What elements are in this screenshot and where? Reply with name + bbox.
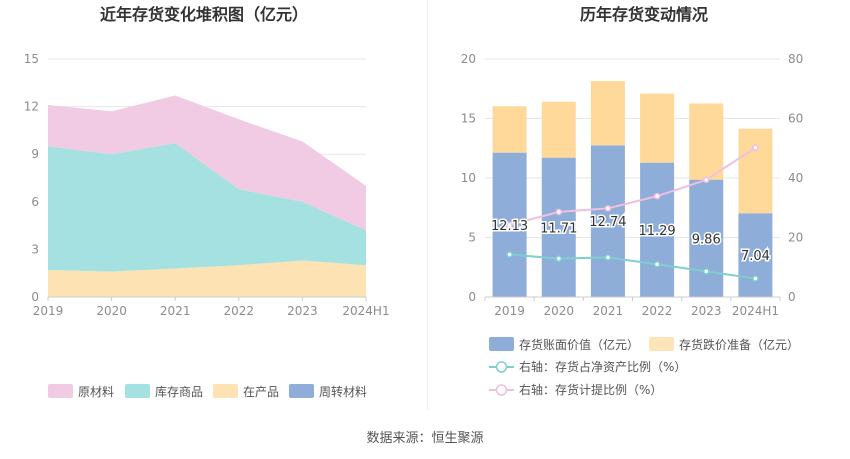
left-y-tick-label: 15: [24, 52, 39, 66]
point-右轴：存货计提比例（%）: [604, 205, 612, 212]
legend-swatch-在产品: [213, 384, 238, 398]
legend-marker-右轴：存货计提比例（%）: [495, 384, 508, 396]
panel-divider: [427, 0, 428, 410]
left-y-tick-label: 12: [24, 100, 39, 114]
right-y-tick-label: 15: [461, 112, 476, 126]
left-axis: 0 3 6 9 12 15 2019 2020 2021 2022 2023 2024H1: [24, 52, 390, 318]
legend-swatch-存货跌价准备（亿元）: [649, 337, 674, 351]
bar-存货账面价值（亿元）: [738, 213, 773, 297]
bar-存货跌价准备（亿元）: [590, 81, 625, 146]
bar-value-label: 7.04: [741, 249, 770, 264]
right-legend: 存货账面价值（亿元） 存货跌价准备（亿元） 右轴：存货占净资产比例（%） 右轴：存货计…: [489, 337, 799, 397]
left-y-tick-label: 3: [31, 242, 39, 256]
legend-swatch-存货账面价值（亿元）: [489, 337, 514, 351]
right-y2-tick-label: 80: [788, 52, 803, 66]
bar-value-label: 9.86: [692, 232, 721, 247]
point-右轴：存货计提比例（%）: [653, 192, 661, 200]
right-x-tick-label: 2021: [593, 304, 624, 318]
bar-存货跌价准备（亿元）: [541, 101, 576, 158]
right-y2-tick-label: 60: [788, 112, 803, 126]
right-y2-tick-label: 20: [788, 231, 803, 245]
left-y-tick-label: 6: [31, 195, 39, 209]
legend-marker-右轴：存货占净资产比例（%）: [495, 361, 508, 373]
right-x-tick-label: 2019: [494, 304, 525, 318]
legend-label-右轴：存货占净资产比例（%）: 右轴：存货占净资产比例（%）: [519, 359, 686, 374]
left-x-tick-label: 2019: [33, 304, 64, 318]
bar-存货账面价值（亿元）: [640, 162, 675, 297]
right-line-series: [506, 144, 759, 282]
point-右轴：存货占净资产比例（%）: [653, 261, 661, 268]
legend-swatch-库存商品: [125, 384, 150, 398]
bar-存货跌价准备（亿元）: [689, 103, 724, 180]
right-y2-tick-label: 40: [788, 171, 803, 185]
right-bar-labels: 12.13 11.71 12.74 11.29 9.86 7.04: [489, 214, 771, 266]
chart-title-left: 近年存货变化堆积图（亿元）: [100, 5, 308, 24]
point-右轴：存货占净资产比例（%）: [752, 275, 759, 282]
left-x-tick-label: 2022: [224, 304, 255, 318]
left-x-tick-label: 2020: [96, 304, 127, 318]
bar-value-label: 12.13: [491, 219, 528, 234]
bar-存货跌价准备（亿元）: [640, 93, 675, 163]
legend-label-库存商品: 库存商品: [155, 384, 203, 399]
legend-label-原材料: 原材料: [78, 385, 114, 399]
left-y-tick-label: 9: [31, 147, 39, 161]
left-y-tick-label: 0: [31, 290, 39, 304]
area-原材料: [48, 95, 366, 231]
line-右轴：存货占净资产比例（%）: [509, 253, 756, 280]
point-右轴：存货计提比例（%）: [506, 221, 513, 229]
area-在产品: [48, 260, 366, 297]
point-右轴：存货占净资产比例（%）: [604, 254, 612, 261]
left-area-series: [48, 95, 366, 297]
left-legend: 原材料 库存商品 在产品 周转材料: [48, 384, 367, 399]
point-右轴：存货计提比例（%）: [752, 144, 759, 151]
bar-value-label: 11.29: [638, 224, 675, 239]
legend-swatch-原材料: [48, 384, 73, 398]
point-右轴：存货占净资产比例（%）: [703, 268, 710, 275]
right-y-tick-label: 0: [468, 290, 476, 304]
legend-label-存货跌价准备（亿元）: 存货跌价准备（亿元）: [679, 337, 799, 352]
point-右轴：存货占净资产比例（%）: [555, 255, 562, 262]
right-bar-series: [492, 81, 773, 297]
right-x-tick-label: 2022: [642, 304, 673, 318]
bar-存货跌价准备（亿元）: [492, 106, 527, 153]
bar-存货跌价准备（亿元）: [738, 128, 773, 214]
bar-存货账面价值（亿元）: [689, 179, 724, 297]
left-x-tick-label: 2021: [160, 304, 191, 318]
bar-存货账面价值（亿元）: [541, 157, 576, 297]
chart-title-right: 历年存货变动情况: [580, 5, 708, 24]
right-y-tick-label: 5: [468, 231, 476, 245]
right-x-tick-label: 2024H1: [732, 304, 779, 318]
bar-value-label: 12.74: [589, 215, 626, 230]
legend-swatch-周转材料: [289, 384, 314, 398]
data-source: 数据来源：恒生聚源: [366, 431, 483, 446]
area-库存商品: [48, 143, 366, 272]
line-右轴：存货计提比例（%）: [509, 146, 756, 226]
legend-label-右轴：存货计提比例（%）: 右轴：存货计提比例（%）: [519, 382, 662, 397]
right-axis: 0 5 10 15 20 0 20 40 60 80 2019 2020 2021 2022 2023 202…: [461, 52, 804, 318]
point-右轴：存货计提比例（%）: [703, 176, 710, 184]
legend-label-存货账面价值（亿元）: 存货账面价值（亿元）: [519, 337, 639, 352]
left-x-tick-label: 2024H1: [342, 304, 389, 318]
right-x-tick-label: 2020: [543, 304, 574, 318]
legend-label-在产品: 在产品: [243, 385, 279, 399]
right-x-tick-label: 2023: [691, 304, 722, 318]
right-y2-tick-label: 0: [788, 290, 796, 304]
bar-value-label: 11.71: [540, 221, 577, 236]
right-y-tick-label: 20: [461, 52, 476, 66]
legend-label-周转材料: 周转材料: [319, 384, 367, 399]
right-y-tick-label: 10: [461, 171, 476, 185]
point-右轴：存货计提比例（%）: [555, 208, 562, 216]
left-x-tick-label: 2023: [287, 304, 318, 318]
point-右轴：存货占净资产比例（%）: [506, 251, 513, 258]
bar-存货账面价值（亿元）: [590, 145, 625, 297]
